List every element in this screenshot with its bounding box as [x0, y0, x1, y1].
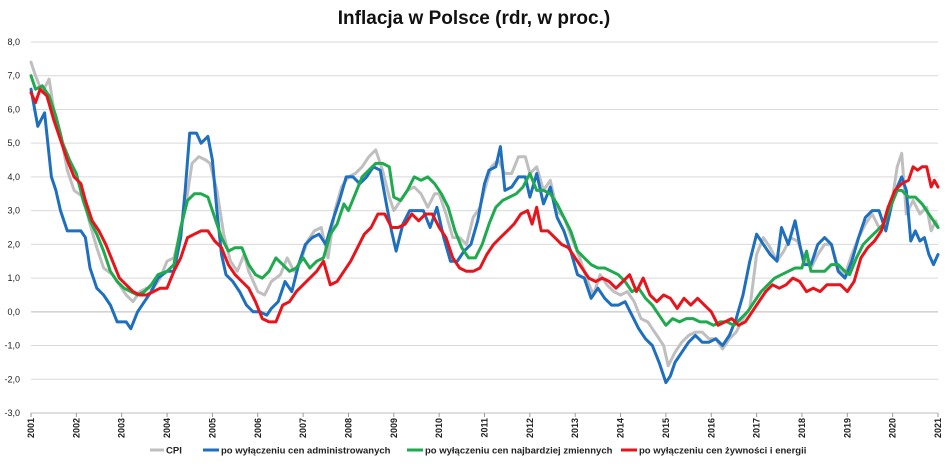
y-tick-label: 2,0	[7, 239, 20, 249]
x-tick-label: 2019	[842, 418, 852, 438]
legend-label-4: po wyłączeniu cen żywności i energii	[639, 446, 806, 457]
y-tick-label: 3,0	[7, 206, 20, 216]
x-tick-label: 2004	[162, 418, 172, 438]
series-lines	[29, 60, 940, 385]
y-tick-label: 7,0	[7, 71, 20, 81]
x-tick-label: 2018	[797, 418, 807, 438]
y-tick-label: 4,0	[7, 172, 20, 182]
x-tick-label: 2021	[933, 418, 943, 438]
y-tick-label: 1,0	[7, 273, 20, 283]
x-tick-label: 2005	[207, 418, 217, 438]
x-tick-label: 2013	[570, 418, 580, 438]
x-axis: 2001 2002 2003 2004 2005 2006 2007 2008 2009 2010…	[26, 311, 943, 438]
y-tick-label: 8,0	[7, 37, 20, 47]
y-tick-label: 0,0	[7, 307, 20, 317]
x-tick-label: 2011	[480, 418, 490, 438]
series-line-3	[29, 74, 940, 327]
legend-label-1: CPI	[166, 446, 182, 457]
x-tick-label: 2020	[888, 418, 898, 438]
x-tick-label: 2001	[26, 418, 36, 438]
y-tick-label: 6,0	[7, 104, 20, 114]
x-tick-label: 2014	[616, 418, 626, 438]
x-tick-label: 2006	[253, 418, 263, 438]
series-line-4	[29, 87, 940, 327]
y-tick-label: 5,0	[7, 138, 20, 148]
x-tick-label: 2015	[661, 418, 671, 438]
gridlines	[31, 41, 938, 414]
legend-label-3: po wyłączeniu cen najbardziej zmiennych	[425, 446, 613, 457]
x-tick-label: 2003	[117, 418, 127, 438]
x-tick-label: 2010	[434, 418, 444, 438]
legend: CPI po wyłączeniu cen administrowanych po …	[150, 446, 806, 457]
x-tick-label: 2012	[525, 418, 535, 438]
x-tick-label: 2016	[706, 418, 716, 438]
x-tick-label: 2007	[298, 418, 308, 438]
y-axis-tick-labels: -3,0 -2,0 -1,0 0,0 1,0 2,0 3,0 4,0 5,0 6,0 7,0 8,0	[4, 37, 20, 418]
y-tick-label: -2,0	[4, 374, 20, 384]
x-tick-label: 2002	[71, 418, 81, 438]
x-tick-label: 2017	[752, 418, 762, 438]
x-tick-label: 2008	[343, 418, 353, 438]
y-tick-label: -3,0	[4, 408, 20, 418]
x-tick-label: 2009	[389, 418, 399, 438]
legend-label-2: po wyłączeniu cen administrowanych	[221, 446, 391, 457]
y-tick-label: -1,0	[4, 341, 20, 351]
chart-title: Inflacja w Polsce (rdr, w proc.)	[338, 8, 610, 29]
